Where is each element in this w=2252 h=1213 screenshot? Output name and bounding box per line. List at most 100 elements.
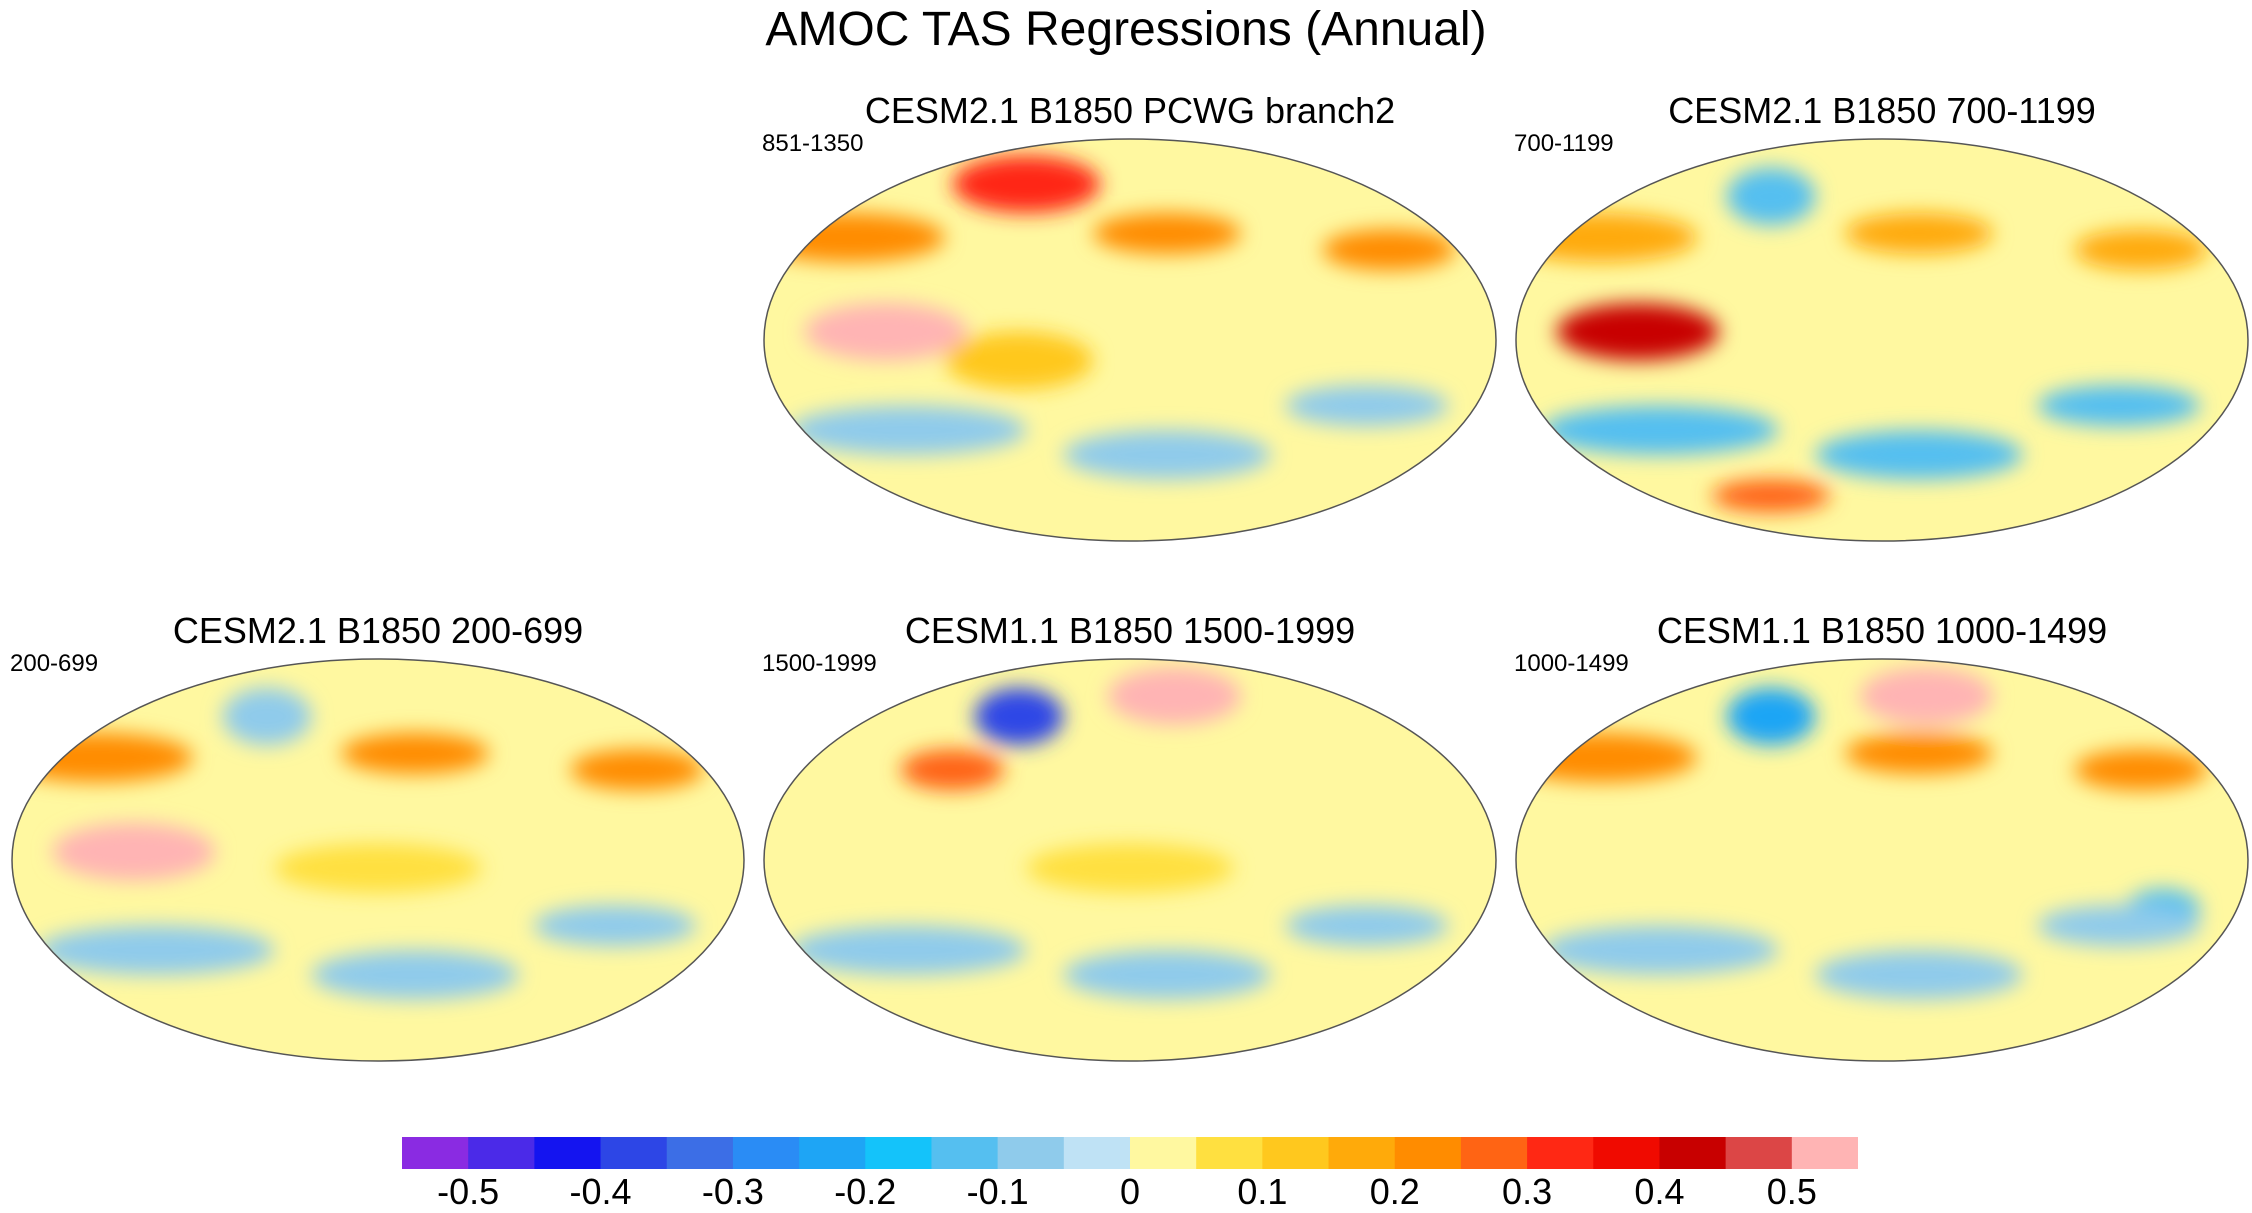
colorbar-tick-label: 0 [1119, 1171, 1141, 1212]
colorbar-tick-label: -0.2 [834, 1171, 897, 1212]
region-labrador-sea [222, 687, 312, 746]
colorbar-labels: -0.5 -0.4 -0.3 -0.2 -0.1 0 0.1 0.2 0.3 0.4 0.5 [0, 1172, 2252, 1212]
region-barents-greenland-sea [1107, 667, 1241, 725]
panel-year-range: 1000-1499 [1514, 650, 1629, 677]
region-northern-mid-latitudes [570, 749, 704, 791]
region-northern-mid-latitudes [12, 732, 193, 783]
region-southern-ocean [1063, 430, 1271, 480]
panel-title: CESM2.1 B1850 700-1199 [1668, 90, 2096, 131]
region-southern-ocean [789, 925, 1027, 975]
region-tropics [274, 843, 482, 893]
colorbar-swatch [1262, 1137, 1330, 1169]
region-northern-mid-latitudes [2074, 749, 2208, 791]
colorbar-swatch [1725, 1137, 1793, 1169]
region-barents-greenland-sea [1859, 667, 1993, 725]
colorbar-swatch [1659, 1137, 1727, 1169]
colorbar-swatch [1196, 1137, 1263, 1169]
panel-year-range: 1500-1999 [762, 650, 877, 677]
colorbar-tick-label: -0.1 [966, 1171, 1029, 1212]
region-greenland-north-atlantic [952, 155, 1101, 213]
figure-title: AMOC TAS Regressions (Annual) [765, 3, 1487, 56]
colorbar-swatch [997, 1137, 1065, 1169]
colorbar-swatch [1593, 1137, 1660, 1169]
region-southern-ocean [1541, 405, 1779, 455]
region-arctic-eurasia [52, 823, 216, 881]
colorbar-swatch [865, 1137, 932, 1169]
panel-year-range: 200-699 [10, 650, 99, 677]
panel-year-range: 851-1350 [762, 130, 864, 157]
colorbar-tick-label: 0.5 [1766, 1171, 1817, 1212]
colorbar-swatch [1527, 1137, 1594, 1169]
map-panel-cesm1-1000-1499: CESM1.1 B1850 1000-1499 1000-1499 [1512, 610, 2252, 1070]
map-plot [1515, 138, 2249, 542]
colorbar-swatch [799, 1137, 866, 1169]
region-southern-ocean [2037, 905, 2201, 947]
colorbar [402, 1137, 1858, 1169]
region-tropics [1026, 843, 1234, 893]
colorbar-swatch [732, 1137, 800, 1169]
colorbar-tick-label: 0.2 [1369, 1171, 1420, 1212]
panel-title: CESM2.1 B1850 200-699 [172, 610, 584, 651]
panel-title: CESM1.1 B1850 1000-1499 [1656, 610, 2108, 651]
region-southern-ocean [1285, 385, 1449, 427]
region-southern-ocean [1815, 430, 2023, 480]
region-antarctic-weddell [1711, 479, 1831, 513]
colorbar-swatch [534, 1137, 602, 1169]
panel-title: CESM1.1 B1850 1500-1999 [904, 610, 1356, 651]
colorbar-tick-label: 0.1 [1237, 1171, 1288, 1212]
region-northern-mid-latitudes [1093, 212, 1241, 254]
map-outline [1515, 658, 2249, 1062]
map-plot [11, 658, 745, 1062]
region-northern-mid-latitudes [1516, 212, 1697, 263]
region-arctic-eurasia [1556, 303, 1720, 361]
colorbar-tick-label: 0.4 [1634, 1171, 1685, 1212]
colorbar-swatch [402, 1137, 469, 1169]
region-southern-ocean [533, 905, 697, 947]
region-southern-ocean [789, 405, 1027, 455]
colorbar-swatch [468, 1137, 535, 1169]
region-southern-ocean [311, 950, 519, 1000]
region-southern-ocean [37, 925, 275, 975]
region-labrador-sea [1726, 167, 1816, 226]
region-labrador-sea [974, 687, 1064, 746]
map-panel-cesm1-1500-1999: CESM1.1 B1850 1500-1999 1500-1999 [760, 610, 1500, 1070]
colorbar-swatch [931, 1137, 999, 1169]
region-northern-mid-latitudes [1322, 229, 1456, 271]
region-arctic-eurasia [804, 303, 968, 361]
region-northern-mid-latitudes [2074, 229, 2208, 271]
colorbar-swatch [1063, 1137, 1131, 1169]
map-outline [1515, 138, 2249, 542]
map-outline [11, 658, 745, 1062]
region-labrador-sea [1726, 687, 1816, 746]
region-southern-ocean [1285, 905, 1449, 947]
colorbar-swatch [1130, 1137, 1197, 1169]
map-panel-cesm2-700-1199: CESM2.1 B1850 700-1199 700-1199 [1512, 90, 2252, 550]
colorbar-tick-label: 0.3 [1502, 1171, 1553, 1212]
colorbar-swatch [1460, 1137, 1528, 1169]
map-outline [763, 658, 1497, 1062]
region-northern-mid-latitudes [1516, 732, 1697, 783]
colorbar-swatch [1394, 1137, 1462, 1169]
colorbar-swatch [1791, 1137, 1858, 1169]
region-tropical-atlantic [945, 331, 1093, 390]
region-northern-mid-latitudes [1845, 732, 1993, 774]
region-northern-mid-latitudes [341, 732, 489, 774]
map-plot [1515, 658, 2249, 1062]
region-southern-ocean [1541, 925, 1779, 975]
colorbar-swatch [1328, 1137, 1396, 1169]
colorbar-tick-label: -0.3 [701, 1171, 764, 1212]
colorbar-swatch [666, 1137, 734, 1169]
panel-title: CESM2.1 B1850 PCWG branch2 [864, 90, 1396, 131]
colorbar-tick-label: -0.5 [437, 1171, 500, 1212]
map-panel-cesm2-200-699: CESM2.1 B1850 200-699 200-699 [8, 610, 748, 1070]
region-southern-ocean [1815, 950, 2023, 1000]
map-panel-cesm2-pcwg-branch2: CESM2.1 B1850 PCWG branch2 851-1350 [760, 90, 1500, 550]
colorbar-tick-label: -0.4 [569, 1171, 632, 1212]
colorbar-swatch [600, 1137, 668, 1169]
region-southern-ocean [1063, 950, 1271, 1000]
map-outline [763, 138, 1497, 542]
region-gulf-stream [900, 749, 1005, 791]
map-plot [763, 138, 1497, 542]
panel-year-range: 700-1199 [1514, 130, 1614, 157]
region-southern-ocean [2037, 385, 2201, 427]
